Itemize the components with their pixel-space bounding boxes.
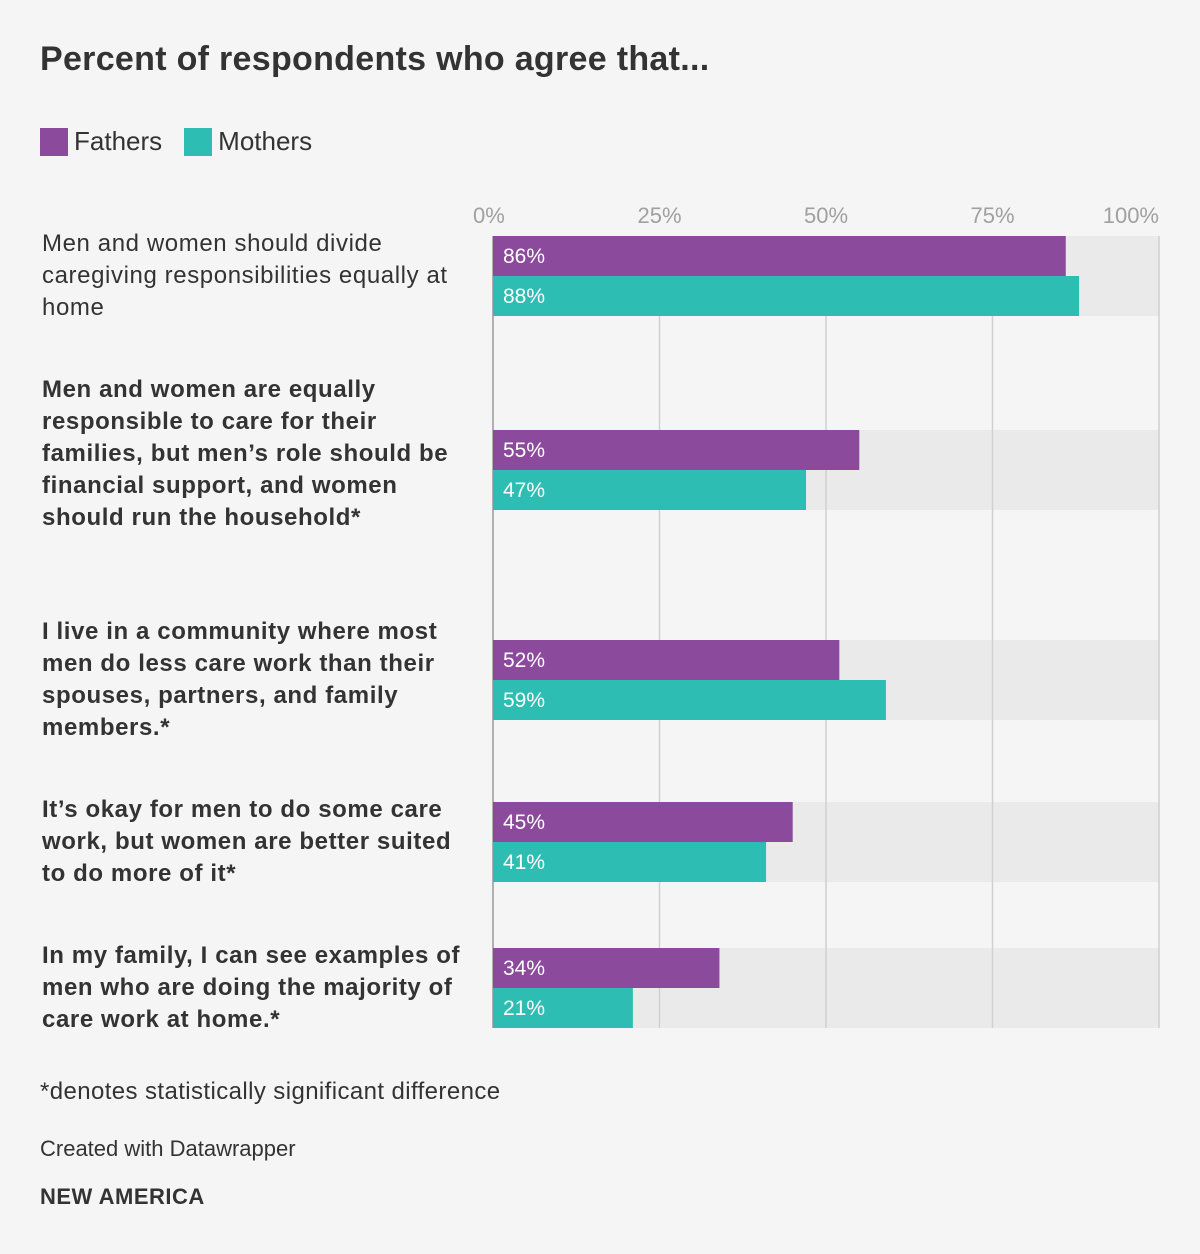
- x-tick-label: 100%: [1103, 203, 1159, 228]
- bar-value-label: 52%: [503, 649, 545, 672]
- legend-item-mothers: Mothers: [184, 126, 312, 157]
- legend: Fathers Mothers: [40, 126, 334, 157]
- legend-label-mothers: Mothers: [218, 126, 313, 156]
- footnote: *denotes statistically significant diffe…: [40, 1078, 501, 1105]
- bar-value-label: 47%: [503, 479, 545, 502]
- x-tick-label: 25%: [637, 203, 681, 228]
- bar-fathers: [493, 430, 860, 470]
- bar-mothers: [493, 680, 886, 720]
- category-label: Men and women should divide caregiving r…: [42, 230, 448, 321]
- bar-value-label: 21%: [503, 997, 545, 1020]
- bar-value-label: 88%: [503, 285, 545, 308]
- legend-item-fathers: Fathers: [40, 126, 162, 157]
- category-label: Men and women are equally responsible to…: [42, 376, 449, 531]
- bar-mothers: [493, 470, 807, 510]
- credit-line: Created with Datawrapper: [40, 1136, 296, 1161]
- x-tick-label: 0%: [473, 203, 505, 228]
- bar-fathers: [493, 236, 1066, 276]
- legend-swatch-mothers: [184, 127, 213, 156]
- bar-value-label: 55%: [503, 439, 545, 462]
- x-tick-label: 75%: [970, 203, 1014, 228]
- bar-value-label: 34%: [503, 957, 545, 980]
- bar-value-label: 59%: [503, 689, 545, 712]
- bar-mothers: [493, 842, 767, 882]
- bar-mothers: [493, 276, 1080, 316]
- bar-mothers: [493, 988, 633, 1028]
- bar-value-label: 86%: [503, 245, 545, 268]
- category-label: It’s okay for men to do some care work, …: [42, 796, 452, 887]
- bar-value-label: 45%: [503, 811, 545, 834]
- tick-labels: 0% 25% 50% 75% 100%: [473, 203, 1159, 228]
- bar-fathers: [493, 802, 793, 842]
- bar-fathers: [493, 640, 840, 680]
- bar-value-label: 41%: [503, 851, 545, 874]
- brand-logo: NEW AMERICA: [40, 1184, 205, 1209]
- legend-swatch-fathers: [40, 127, 68, 156]
- x-tick-label: 50%: [804, 203, 848, 228]
- category-label: I live in a community where most men do …: [42, 618, 438, 741]
- bar-fathers: [493, 948, 720, 988]
- legend-label-fathers: Fathers: [74, 126, 163, 156]
- bars: 86% 55% 52% 45% 34% 88% 47% 59% 41% 21%: [493, 236, 1080, 1028]
- category-label: In my family, I can see examples of men …: [42, 942, 461, 1033]
- gridlines: [492, 236, 1160, 1028]
- chart-title: Percent of respondents who agree that...: [40, 40, 710, 78]
